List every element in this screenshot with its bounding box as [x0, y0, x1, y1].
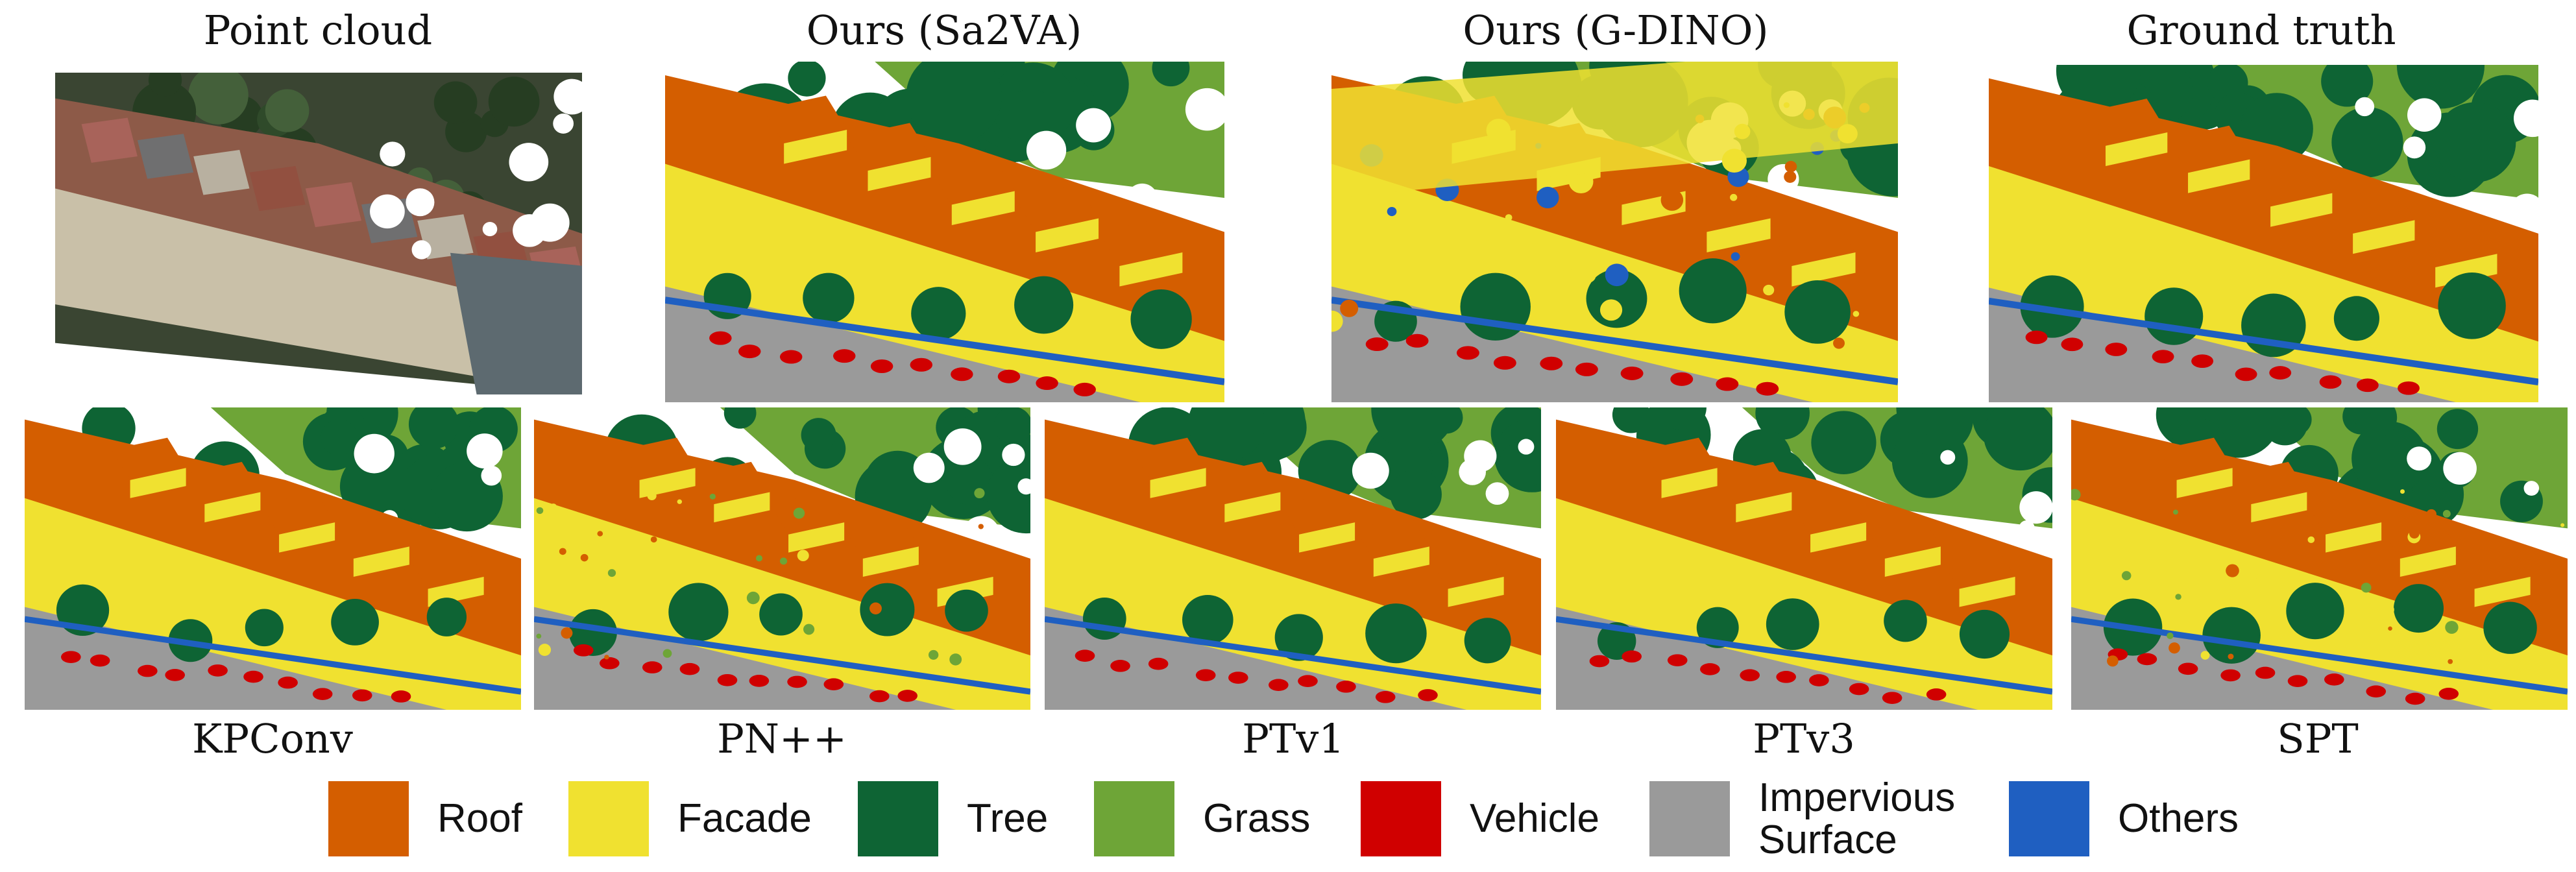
panel-point-cloud-image	[55, 73, 582, 394]
legend-label-tree: Tree	[967, 796, 1049, 842]
caption-kpconv: KPConv	[192, 715, 353, 762]
panel-ground-truth-image	[1989, 65, 2538, 402]
legend-swatch-vehicle	[1361, 781, 1441, 856]
legend-label-roof: Roof	[437, 796, 522, 842]
legend-swatch-impervious-surface	[1649, 781, 1730, 856]
panel-kpconv-image	[25, 407, 521, 710]
caption-ptv3: PTv3	[1753, 715, 1855, 762]
legend-label-vehicle: Vehicle	[1470, 796, 1599, 842]
legend-label-impervious-surface: Impervious Surface	[1758, 775, 1956, 862]
panel-kpconv	[25, 407, 521, 710]
legend-swatch-others	[2009, 781, 2089, 856]
caption-ground-truth: Ground truth	[2126, 6, 2396, 54]
panel-ground-truth	[1989, 65, 2538, 402]
caption-spt: SPT	[2277, 715, 2359, 762]
panel-pnpp	[534, 407, 1030, 710]
panel-ptv1	[1045, 407, 1541, 710]
legend-swatch-grass	[1094, 781, 1174, 856]
legend-swatch-roof	[328, 781, 409, 856]
panel-ptv1-image	[1045, 407, 1541, 710]
caption-pnpp: PN++	[717, 715, 847, 762]
panel-ours-sa2va-image	[665, 62, 1224, 402]
caption-ptv1: PTv1	[1242, 715, 1344, 762]
caption-point-cloud: Point cloud	[203, 6, 433, 54]
panel-ours-gdino-image	[1331, 62, 1898, 402]
panel-spt-image	[2071, 407, 2568, 710]
panel-spt	[2071, 407, 2568, 710]
panel-point-cloud	[55, 73, 582, 394]
legend-label-others: Others	[2118, 796, 2239, 842]
legend: Roof Facade Tree Grass Vehicle Imperviou…	[0, 772, 2576, 863]
panel-ours-sa2va	[665, 62, 1224, 402]
caption-ours-sa2va: Ours (Sa2VA)	[806, 6, 1082, 54]
panel-pnpp-image	[534, 407, 1030, 710]
legend-swatch-facade	[568, 781, 649, 856]
caption-ours-gdino: Ours (G-DINO)	[1463, 6, 1769, 54]
legend-swatch-tree	[858, 781, 938, 856]
panel-ptv3-image	[1556, 407, 2052, 710]
panel-ptv3	[1556, 407, 2052, 710]
legend-label-facade: Facade	[677, 796, 812, 842]
legend-label-grass: Grass	[1203, 796, 1311, 842]
panel-ours-gdino	[1331, 62, 1898, 402]
